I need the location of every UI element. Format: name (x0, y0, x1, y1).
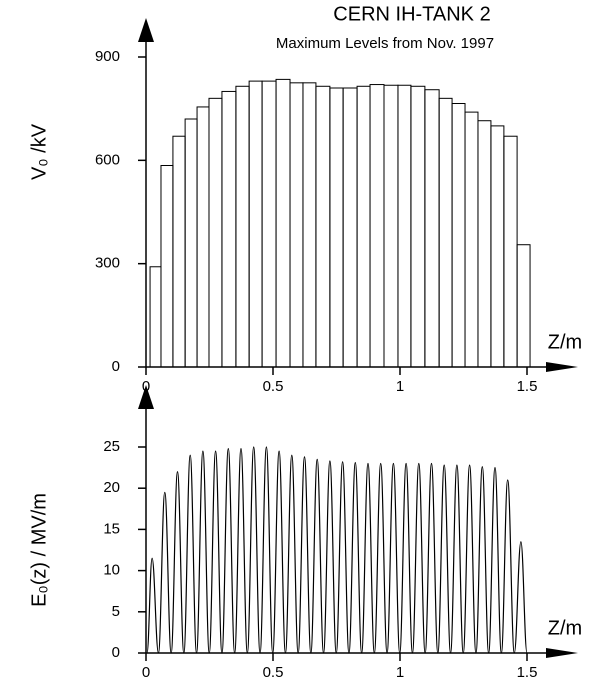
y-tick-label: 20 (103, 479, 120, 496)
y-axis-arrow (138, 18, 154, 42)
y-tick-label: 25 (103, 438, 120, 455)
y-tick-label: 0 (112, 358, 120, 375)
chart-title: CERN IH-TANK 2 (333, 3, 490, 25)
bar (329, 87, 344, 368)
bar (397, 84, 412, 368)
bar (516, 244, 531, 368)
bar (149, 266, 162, 368)
y-tick-label: 900 (95, 48, 120, 65)
bar (275, 78, 291, 368)
chart-subtitle: Maximum Levels from Nov. 1997 (276, 35, 494, 52)
bar (424, 89, 440, 368)
y-axis-arrow (138, 385, 154, 409)
y-axis-label: V₀ /kV (28, 123, 50, 180)
x-tick-label: 1.5 (517, 378, 538, 395)
bar (356, 85, 371, 368)
x-axis-arrow (546, 648, 578, 658)
bar (261, 80, 277, 368)
x-tick-label: 0.5 (263, 664, 284, 679)
bar (289, 82, 304, 368)
bar (196, 106, 210, 368)
bar (160, 165, 174, 368)
bar (315, 85, 331, 368)
x-axis-label: Z/m (548, 617, 582, 639)
bar (172, 135, 186, 368)
bar (184, 118, 198, 368)
x-tick-label: 0 (142, 664, 150, 679)
bar (410, 85, 426, 368)
x-axis-arrow (546, 362, 578, 372)
y-tick-label: 15 (103, 520, 120, 537)
x-tick-label: 1 (396, 378, 404, 395)
y-tick-label: 300 (95, 255, 120, 272)
bar (235, 85, 250, 368)
x-tick-label: 0.5 (263, 378, 284, 395)
bar (208, 97, 223, 368)
bar (221, 90, 237, 368)
bar (342, 87, 358, 368)
bar (451, 103, 466, 368)
bar (477, 120, 492, 368)
bar (490, 125, 505, 368)
bar (383, 84, 399, 368)
y-tick-label: 5 (112, 603, 120, 620)
y-axis-label: E₀(z) / MV/m (28, 493, 50, 607)
y-tick-label: 10 (103, 562, 120, 579)
y-tick-label: 600 (95, 151, 120, 168)
x-tick-label: 1 (396, 664, 404, 679)
bar (248, 80, 263, 368)
x-axis-label: Z/m (548, 331, 582, 353)
bar (503, 135, 518, 368)
bar (302, 82, 317, 368)
bar (438, 97, 453, 368)
x-tick-label: 1.5 (517, 664, 538, 679)
y-tick-label: 0 (112, 644, 120, 661)
bar (464, 111, 479, 368)
bar (369, 84, 385, 368)
field-curve (146, 446, 528, 654)
